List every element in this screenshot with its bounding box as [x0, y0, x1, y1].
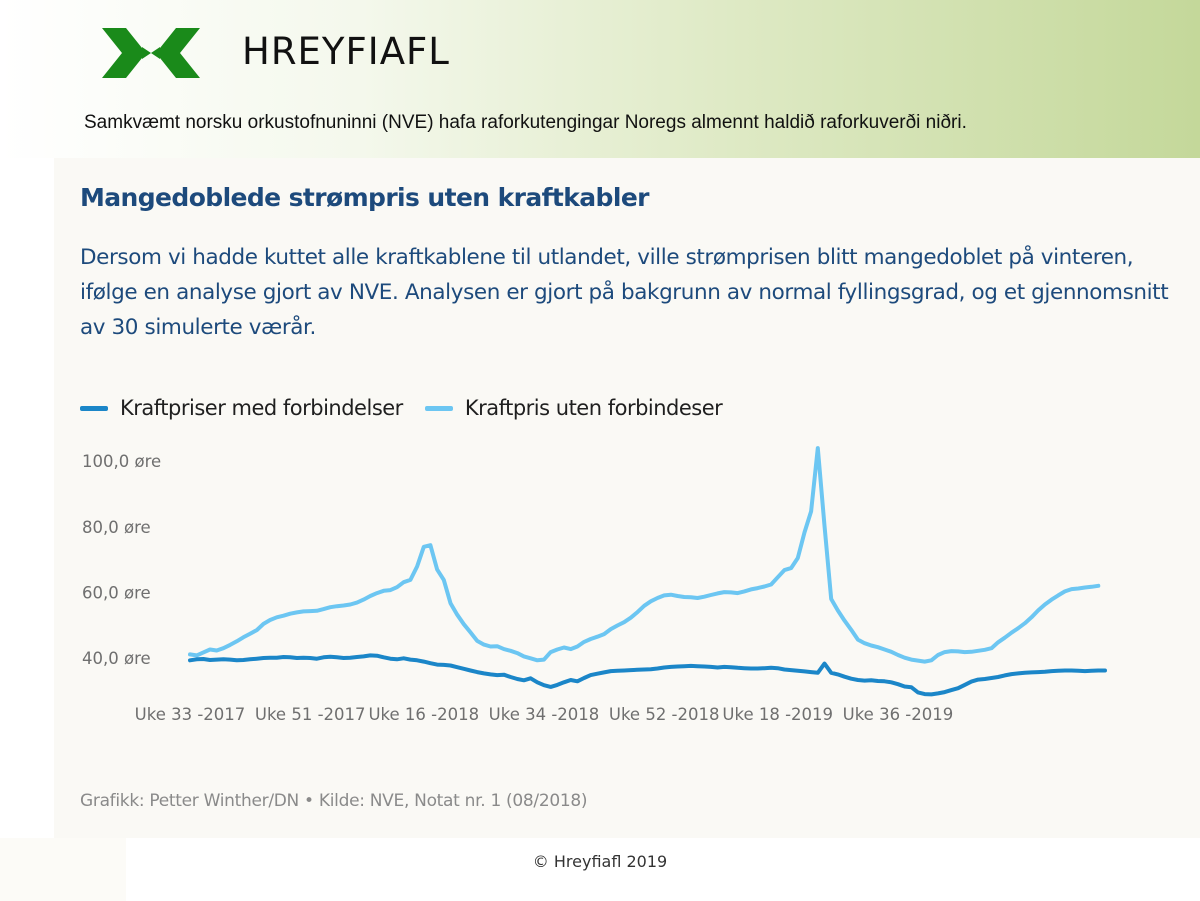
chart-card [54, 158, 1200, 838]
header-band [0, 0, 1200, 158]
y-tick-label: 80,0 øre [82, 518, 151, 537]
logo-right-chevron [156, 28, 200, 78]
y-tick-label: 60,0 øre [82, 583, 151, 602]
logo-center-notch-right [151, 47, 160, 59]
x-tick-label: Uke 34 -2018 [489, 705, 600, 724]
corner-block [0, 838, 126, 901]
chart-title: Mangedoblede strømpris uten kraftkabler [80, 183, 650, 212]
y-tick-label: 100,0 øre [82, 452, 161, 471]
x-axis-ticks: Uke 33 -2017 Uke 51 -2017 Uke 16 -2018 Uke … [135, 705, 954, 724]
logo-left-chevron [102, 28, 146, 78]
x-chevron-logo [102, 28, 200, 78]
y-axis-ticks: 40,0 øre 60,0 øre 80,0 øre 100,0 øre [82, 452, 161, 668]
legend-label-without-connections: Kraftpris uten forbindeser [464, 396, 723, 420]
copyright: © Hreyfiafl 2019 [532, 852, 668, 871]
logo-center-notch [142, 47, 151, 59]
y-tick-label: 40,0 øre [82, 649, 151, 668]
series-lines [188, 446, 1107, 697]
legend-label-with-connections: Kraftpriser med forbindelser [120, 396, 403, 420]
legend-item-without-connections: Kraftpris uten forbindeser [424, 396, 723, 420]
x-tick-label: Uke 18 -2019 [722, 705, 833, 724]
chart-legend: Kraftpriser med forbindelser Kraftpris u… [80, 396, 744, 420]
legend-item-with-connections: Kraftpriser med forbindelser [80, 396, 403, 420]
legend-swatch-without-connections [424, 405, 453, 411]
x-tick-label: Uke 16 -2018 [368, 705, 479, 724]
brand-name: HREYFIAFL [242, 30, 450, 73]
series-line-without-connections [188, 446, 1101, 664]
header-note: Samkvæmt norsku orkustofnuninni (NVE) ha… [84, 112, 967, 133]
x-tick-label: Uke 36 -2019 [843, 705, 954, 724]
x-tick-label: Uke 52 -2018 [609, 705, 720, 724]
x-tick-label: Uke 33 -2017 [135, 705, 246, 724]
legend-swatch-with-connections [80, 405, 108, 411]
series-line-with-connections [188, 653, 1107, 697]
x-tick-label: Uke 51 -2017 [255, 705, 366, 724]
chart-subtitle: Dersom vi hadde kuttet alle kraftkablene… [80, 245, 1169, 340]
chart-source: Grafikk: Petter Winther/DN • Kilde: NVE,… [80, 791, 588, 811]
